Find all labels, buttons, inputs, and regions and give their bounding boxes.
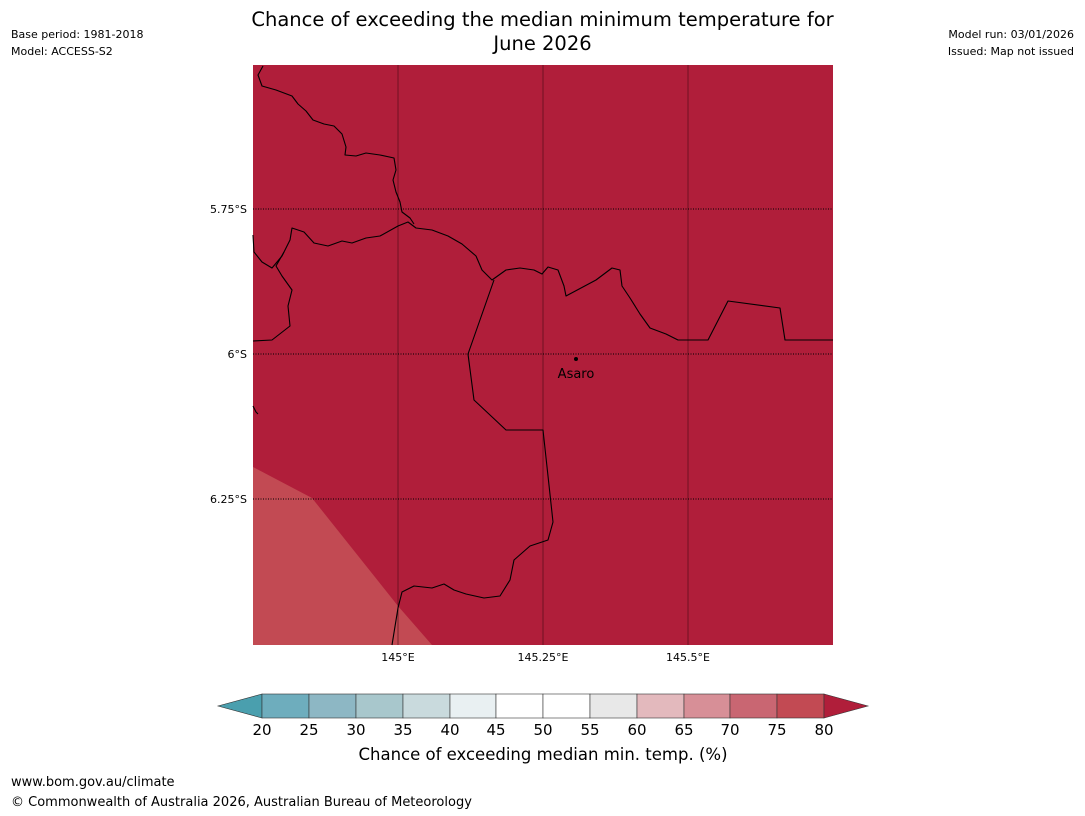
colorbar-segment-25-30 — [308, 693, 357, 719]
model-run-text: Model run: 03/01/2026 — [948, 28, 1074, 41]
province-boundaries — [252, 65, 833, 646]
title-line-2: June 2026 — [493, 32, 592, 55]
colorbar-segments — [261, 693, 825, 719]
issued-text: Issued: Map not issued — [947, 45, 1074, 58]
lon-label-145: 145°E — [381, 651, 414, 664]
colorbar-segment-60-65 — [636, 693, 685, 719]
colorbar-tick-30: 30 — [346, 721, 365, 739]
colorbar-segment-75-80 — [776, 693, 825, 719]
colorbar-segment-20-25 — [261, 693, 310, 719]
colorbar-tick-25: 25 — [299, 721, 318, 739]
colorbar-tick-labels: 20 25 30 35 40 45 50 55 60 65 70 75 80 — [252, 721, 833, 739]
map-title: Chance of exceeding the median minimum t… — [200, 8, 885, 56]
lat-label-5-75: 5.75°S — [210, 203, 247, 216]
base-period-text: Base period: 1981-2018 — [11, 28, 144, 41]
boundary-south — [391, 279, 554, 646]
colorbar-tick-70: 70 — [720, 721, 739, 739]
boundary-west-loop — [252, 251, 293, 342]
colorbar-segment-55-60 — [589, 693, 638, 719]
colorbar-segment-35-40 — [402, 693, 451, 719]
title-line-1: Chance of exceeding the median minimum t… — [251, 8, 834, 31]
map-fill-75-80 — [253, 467, 432, 645]
colorbar-tick-55: 55 — [580, 721, 599, 739]
lon-label-145-25: 145.25°E — [518, 651, 569, 664]
asaro-marker — [574, 357, 578, 361]
footer-copyright: © Commonwealth of Australia 2026, Austra… — [11, 795, 472, 810]
colorbar-tick-35: 35 — [393, 721, 412, 739]
colorbar-segment-40-45 — [449, 693, 497, 719]
lat-label-6-25: 6.25°S — [210, 493, 247, 506]
colorbar-segment-45-50 — [495, 693, 544, 719]
forecast-map: Asaro 5.75°S 6°S 6.25°S 145°E 145.25°E 1… — [210, 65, 833, 664]
colorbar-extend-low — [216, 693, 263, 719]
colorbar-tick-65: 65 — [674, 721, 693, 739]
lat-label-6: 6°S — [228, 348, 247, 361]
colorbar: 20 25 30 35 40 45 50 55 60 65 70 75 80 — [216, 693, 870, 739]
colorbar-tick-45: 45 — [486, 721, 505, 739]
lon-label-145-5: 145.5°E — [666, 651, 710, 664]
footer-url[interactable]: www.bom.gov.au/climate — [11, 775, 175, 790]
colorbar-tick-80: 80 — [814, 721, 833, 739]
colorbar-segment-65-70 — [683, 693, 731, 719]
boundary-northwest — [257, 65, 415, 225]
meta-right: Model run: 03/01/2026 Issued: Map not is… — [948, 26, 1074, 60]
colorbar-extend-high — [823, 693, 870, 719]
colorbar-segment-50-55 — [542, 693, 591, 719]
boundary-west-edge — [252, 405, 259, 415]
colorbar-segment-30-35 — [355, 693, 404, 719]
colorbar-tick-50: 50 — [533, 721, 552, 739]
boundary-central — [252, 221, 833, 341]
colorbar-tick-20: 20 — [252, 721, 271, 739]
colorbar-label: Chance of exceeding median min. temp. (%… — [358, 745, 728, 764]
colorbar-segment-70-75 — [729, 693, 778, 719]
colorbar-tick-40: 40 — [440, 721, 459, 739]
asaro-label: Asaro — [558, 367, 595, 382]
meta-left: Base period: 1981-2018 Model: ACCESS-S2 — [11, 26, 143, 60]
colorbar-tick-75: 75 — [767, 721, 786, 739]
model-text: Model: ACCESS-S2 — [11, 45, 113, 58]
colorbar-tick-60: 60 — [627, 721, 646, 739]
